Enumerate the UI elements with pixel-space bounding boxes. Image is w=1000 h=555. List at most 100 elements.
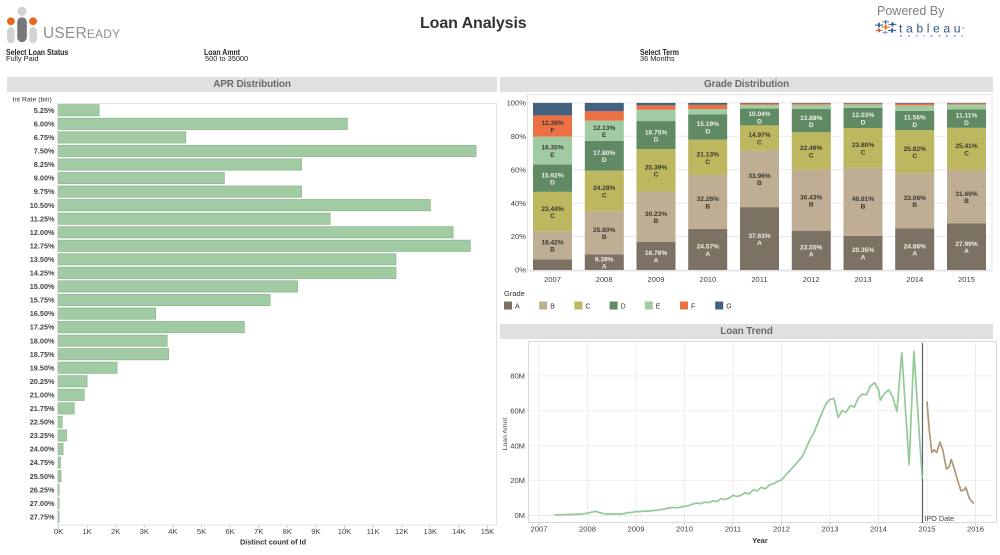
svg-text:F: F <box>691 304 695 311</box>
svg-text:D: D <box>757 118 762 125</box>
svg-text:12.75%: 12.75% <box>30 241 55 250</box>
svg-text:26.25%: 26.25% <box>30 485 55 494</box>
svg-text:11K: 11K <box>367 527 380 536</box>
svg-text:A: A <box>705 251 710 258</box>
svg-text:C: C <box>585 304 590 311</box>
svg-text:33.96%: 33.96% <box>748 173 771 180</box>
svg-text:60M: 60M <box>510 406 525 415</box>
svg-text:12.00%: 12.00% <box>30 228 55 237</box>
svg-text:A: A <box>654 257 659 264</box>
svg-text:2013: 2013 <box>855 275 872 284</box>
svg-text:G: G <box>726 304 731 311</box>
svg-text:24.86%: 24.86% <box>904 243 927 250</box>
svg-text:11.11%: 11.11% <box>956 113 978 120</box>
svg-text:36.43%: 36.43% <box>800 194 823 201</box>
svg-text:2009: 2009 <box>628 525 645 534</box>
svg-text:6.00%: 6.00% <box>34 119 55 128</box>
svg-text:B: B <box>705 203 710 210</box>
svg-text:2011: 2011 <box>725 525 741 534</box>
svg-text:21.13%: 21.13% <box>697 152 720 159</box>
svg-text:0%: 0% <box>515 266 526 275</box>
svg-text:27.75%: 27.75% <box>30 512 55 521</box>
svg-text:24.00%: 24.00% <box>30 445 55 454</box>
svg-text:B: B <box>757 180 762 187</box>
svg-text:12.13%: 12.13% <box>593 125 616 132</box>
svg-text:2010: 2010 <box>699 275 716 284</box>
svg-text:11.56%: 11.56% <box>904 115 926 122</box>
svg-text:2013: 2013 <box>822 525 839 534</box>
svg-text:23.80%: 23.80% <box>852 142 875 149</box>
svg-text:22.50%: 22.50% <box>30 418 55 427</box>
svg-text:40%: 40% <box>511 199 526 208</box>
svg-text:13.88%: 13.88% <box>800 115 823 122</box>
svg-text:7.50%: 7.50% <box>34 147 55 156</box>
svg-text:16.76%: 16.76% <box>645 250 668 257</box>
svg-text:C: C <box>809 152 814 159</box>
svg-text:Loan Amnt: Loan Amnt <box>502 418 509 451</box>
svg-text:14K: 14K <box>452 527 466 536</box>
svg-text:C: C <box>705 159 710 166</box>
svg-text:IPO Date: IPO Date <box>925 514 955 523</box>
svg-text:A: A <box>757 240 762 247</box>
svg-text:9.00%: 9.00% <box>34 174 55 183</box>
svg-text:23.25%: 23.25% <box>30 431 55 440</box>
svg-text:3K: 3K <box>140 527 149 536</box>
svg-text:C: C <box>550 213 555 220</box>
svg-text:Int Rate (bin): Int Rate (bin) <box>13 97 52 104</box>
svg-text:9.75%: 9.75% <box>34 187 55 196</box>
svg-text:20M: 20M <box>510 476 525 485</box>
svg-text:Year: Year <box>752 536 768 545</box>
svg-text:B: B <box>654 218 659 225</box>
svg-text:2012: 2012 <box>773 525 790 534</box>
svg-text:24.57%: 24.57% <box>697 244 720 251</box>
svg-text:2012: 2012 <box>803 275 820 284</box>
svg-text:4K: 4K <box>168 527 177 536</box>
svg-text:2007: 2007 <box>544 275 561 284</box>
svg-text:E: E <box>550 152 555 159</box>
svg-text:10.04%: 10.04% <box>748 111 771 118</box>
svg-text:B: B <box>602 234 607 241</box>
svg-text:16.75%: 16.75% <box>645 129 668 136</box>
svg-text:8.25%: 8.25% <box>34 160 55 169</box>
svg-text:F: F <box>550 127 554 134</box>
svg-text:22.46%: 22.46% <box>800 145 823 152</box>
svg-text:25.41%: 25.41% <box>955 143 978 150</box>
svg-text:C: C <box>861 149 866 156</box>
svg-text:12.38%: 12.38% <box>541 120 564 127</box>
svg-text:B: B <box>550 304 555 311</box>
svg-text:25.50%: 25.50% <box>30 472 55 481</box>
svg-text:5.25%: 5.25% <box>34 106 55 115</box>
svg-text:10K: 10K <box>338 527 352 536</box>
svg-text:15.75%: 15.75% <box>30 296 55 305</box>
svg-text:C: C <box>912 153 917 160</box>
svg-text:14.25%: 14.25% <box>30 269 55 278</box>
svg-text:2009: 2009 <box>648 275 665 284</box>
svg-text:10.50%: 10.50% <box>30 201 55 210</box>
svg-text:20.35%: 20.35% <box>852 247 875 254</box>
svg-text:2011: 2011 <box>751 275 767 284</box>
svg-text:27.00%: 27.00% <box>30 499 55 508</box>
svg-text:23.55%: 23.55% <box>800 245 823 252</box>
svg-text:6K: 6K <box>225 527 234 536</box>
svg-text:13K: 13K <box>424 527 438 536</box>
svg-text:11.25%: 11.25% <box>30 214 55 223</box>
svg-text:2015: 2015 <box>919 525 936 534</box>
svg-text:31.69%: 31.69% <box>955 191 978 198</box>
svg-text:30.23%: 30.23% <box>645 211 668 218</box>
svg-text:21.00%: 21.00% <box>30 391 55 400</box>
svg-text:25.80%: 25.80% <box>593 227 616 234</box>
svg-text:5K: 5K <box>197 527 206 536</box>
svg-text:B: B <box>550 247 555 254</box>
svg-text:7K: 7K <box>254 527 263 536</box>
svg-text:17.25%: 17.25% <box>30 323 55 332</box>
svg-text:80%: 80% <box>511 132 526 141</box>
svg-text:13.50%: 13.50% <box>30 255 55 264</box>
svg-text:24.28%: 24.28% <box>593 185 616 192</box>
svg-text:15.19%: 15.19% <box>697 121 720 128</box>
svg-text:1K: 1K <box>82 527 91 536</box>
svg-text:16.35%: 16.35% <box>541 145 564 152</box>
svg-text:E: E <box>656 304 661 311</box>
svg-text:A: A <box>964 248 969 255</box>
svg-text:23.44%: 23.44% <box>541 206 564 213</box>
svg-text:D: D <box>809 122 814 129</box>
